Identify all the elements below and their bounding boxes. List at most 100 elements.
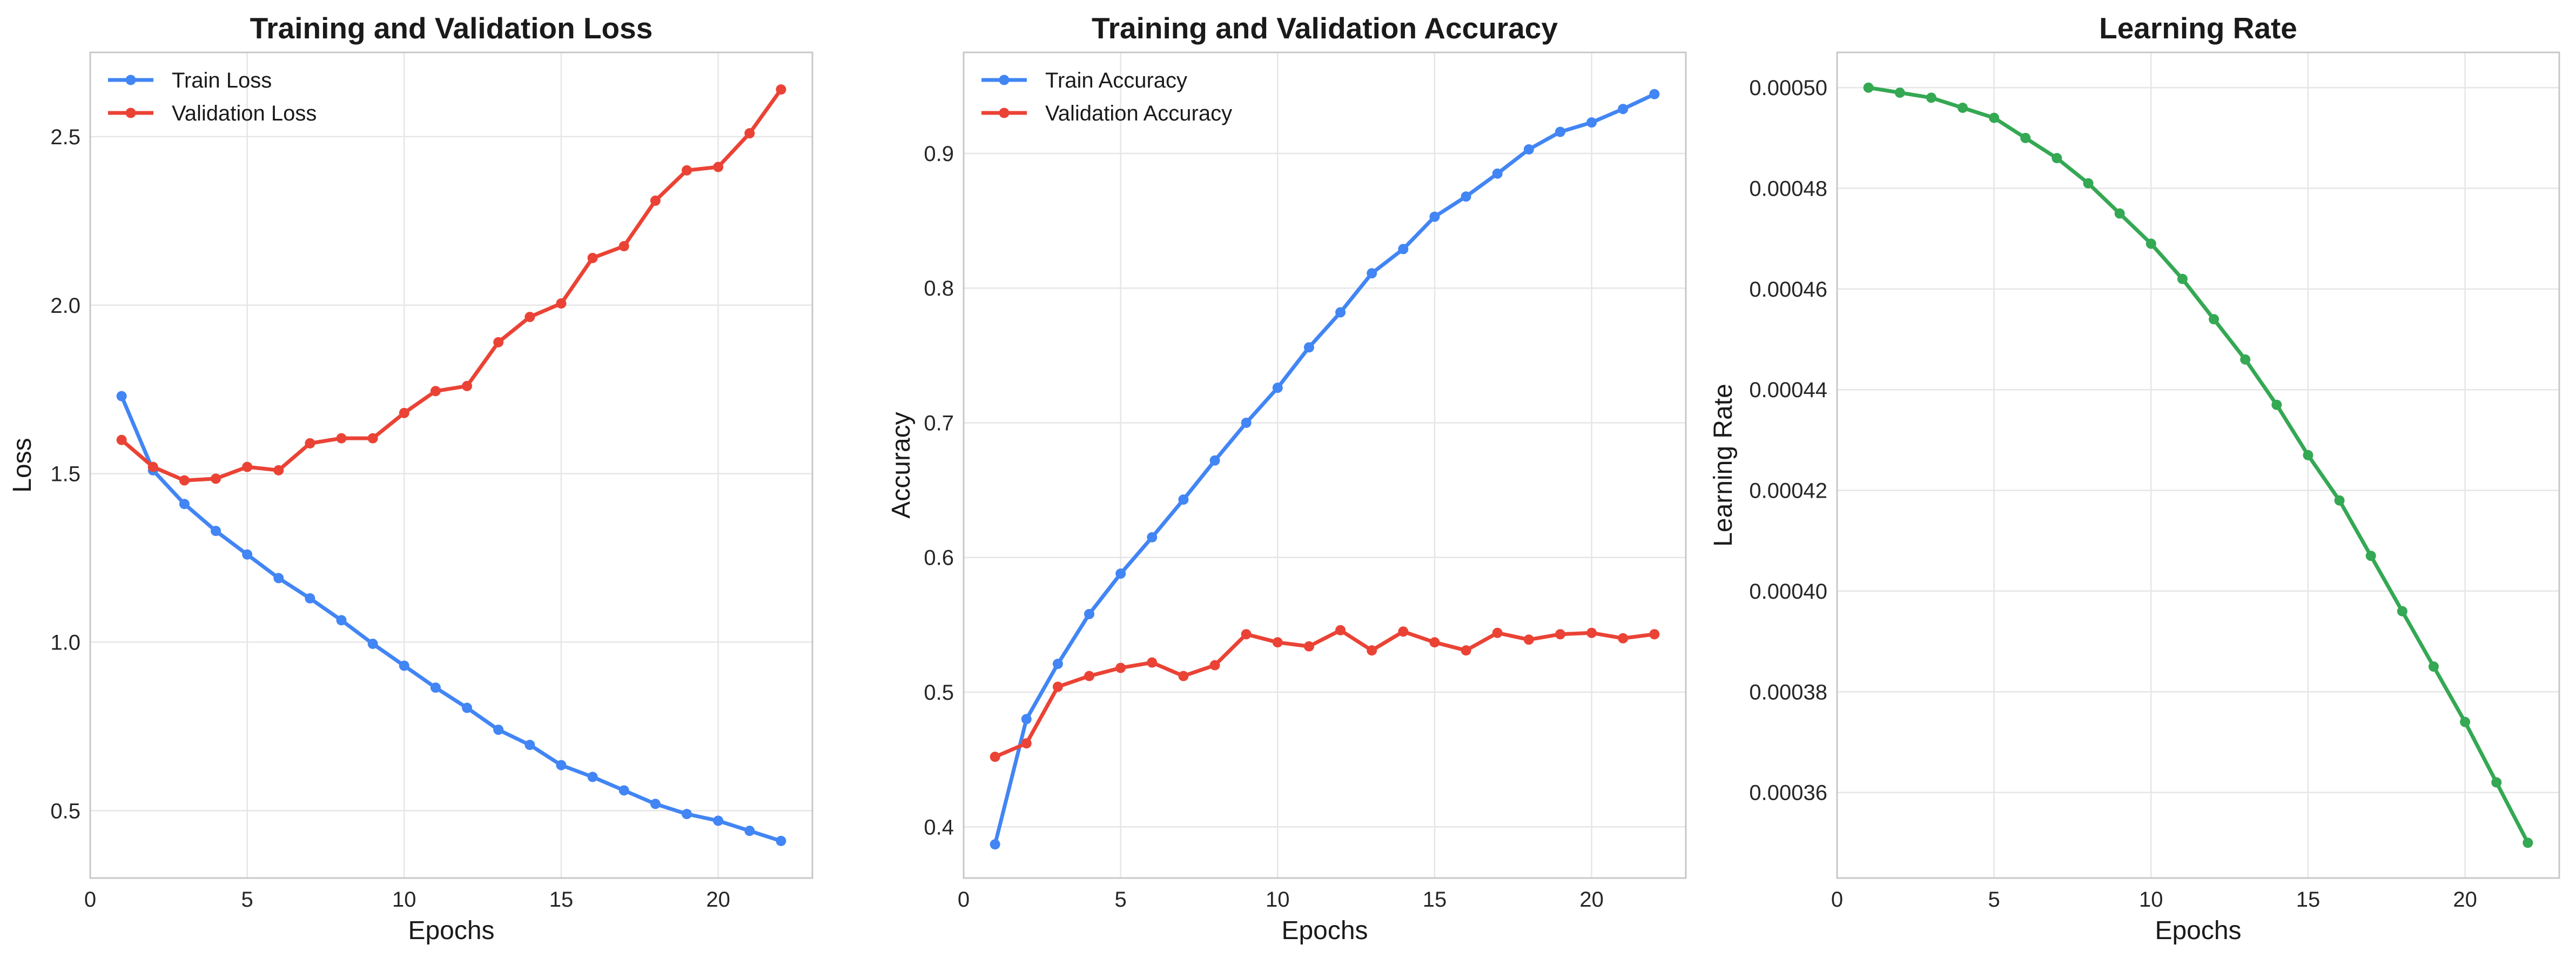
legend-entry-label: Train Loss	[172, 69, 272, 92]
data-point	[1429, 211, 1440, 222]
data-point	[650, 799, 661, 809]
data-point	[713, 815, 724, 826]
data-point	[1586, 117, 1597, 128]
accuracy-series-1	[990, 625, 1660, 762]
x-tick-label: 10	[392, 888, 416, 912]
data-point	[399, 660, 409, 671]
data-point	[1147, 532, 1158, 542]
loss-series-1	[116, 84, 786, 486]
data-point	[1586, 627, 1597, 638]
data-point	[179, 475, 190, 486]
x-tick-label: 15	[549, 888, 574, 912]
data-point	[1523, 634, 1534, 645]
data-point	[1115, 662, 1126, 673]
data-point	[179, 499, 190, 510]
data-point	[1894, 88, 1905, 98]
series-line	[119, 88, 783, 483]
data-point	[1461, 645, 1471, 656]
learning-rate-gridlines	[1836, 52, 2559, 878]
legend-swatch-marker	[999, 75, 1010, 85]
y-tick-label: 0.5	[924, 681, 954, 705]
accuracy-legend: Train Accuracy Validation Accuracy	[981, 69, 1232, 125]
accuracy-panel: 0 5 10 15 20 0.4 0.5 0.6 0.7 0.8 0.9 Training and V…	[887, 11, 1687, 945]
loss-plot-frame	[89, 51, 813, 879]
y-tick-label: 0.6	[924, 546, 954, 570]
data-point	[2145, 238, 2156, 249]
data-point	[211, 473, 221, 484]
x-tick-label: 10	[2139, 888, 2163, 912]
data-point	[776, 84, 786, 95]
data-point	[1303, 342, 1314, 353]
x-tick-label: 5	[1988, 888, 2000, 912]
y-tick-label: 0.8	[924, 277, 954, 300]
data-point	[2365, 551, 2376, 561]
data-point	[2397, 606, 2407, 617]
data-point	[650, 195, 661, 206]
legend-entry-label: Validation Loss	[172, 102, 317, 125]
data-point	[462, 380, 473, 391]
data-point	[587, 252, 598, 263]
data-point	[1367, 268, 1377, 279]
data-point	[493, 725, 504, 735]
data-point	[1492, 168, 1503, 179]
data-point	[1649, 629, 1660, 640]
accuracy-gridlines	[963, 52, 1686, 878]
data-point	[367, 639, 378, 649]
legend-swatch-marker	[999, 108, 1010, 118]
y-tick-label: 0.7	[924, 411, 954, 435]
learning-rate-y-axis-label: Learning Rate	[1709, 384, 1738, 547]
data-point	[2052, 153, 2062, 164]
legend-entry-label: Validation Accuracy	[1045, 102, 1232, 125]
data-point	[1272, 637, 1283, 648]
data-point	[1649, 89, 1660, 99]
accuracy-y-axis-label: Accuracy	[887, 412, 916, 518]
data-point	[367, 433, 378, 444]
y-tick-label: 0.9	[924, 142, 954, 166]
data-point	[556, 760, 567, 771]
x-tick-label: 0	[1831, 888, 1843, 912]
data-point	[1084, 608, 1095, 619]
x-tick-label: 20	[2453, 888, 2477, 912]
y-tick-label: 0.00048	[1749, 177, 1827, 201]
accuracy-series-0	[990, 89, 1660, 850]
data-point	[1863, 82, 1874, 93]
data-point	[305, 438, 315, 448]
data-point	[2240, 354, 2251, 365]
data-point	[1555, 126, 1565, 137]
data-point	[556, 298, 567, 309]
data-point	[399, 407, 409, 418]
data-point	[242, 549, 253, 560]
data-point	[618, 785, 629, 796]
data-point	[1241, 417, 1252, 428]
learning-rate-title: Learning Rate	[2099, 11, 2297, 45]
data-point	[713, 162, 724, 172]
data-point	[1523, 144, 1534, 155]
data-point	[2303, 450, 2313, 460]
data-point	[524, 740, 535, 751]
y-tick-label: 0.00038	[1749, 680, 1827, 704]
accuracy-plot-frame	[963, 51, 1687, 879]
x-tick-label: 15	[1423, 888, 1447, 912]
y-tick-label: 0.00042	[1749, 479, 1827, 503]
data-point	[147, 461, 158, 472]
data-point	[1021, 738, 1032, 749]
accuracy-x-axis-label: Epochs	[1281, 916, 1368, 945]
x-tick-label: 20	[1579, 888, 1604, 912]
series-line	[1866, 85, 2530, 845]
data-point	[1398, 626, 1409, 637]
data-point	[1241, 629, 1252, 640]
data-point	[1555, 629, 1565, 640]
data-point	[1989, 112, 2000, 123]
legend-entry-label: Train Accuracy	[1045, 69, 1187, 92]
learning-rate-x-axis-label: Epochs	[2155, 916, 2241, 945]
y-tick-label: 0.00046	[1749, 278, 1827, 302]
x-tick-label: 0	[84, 888, 96, 912]
y-tick-label: 0.00036	[1749, 781, 1827, 805]
data-point	[1958, 102, 1968, 113]
data-point	[2491, 777, 2502, 788]
data-point	[1618, 104, 1629, 115]
y-tick-label: 1.0	[50, 631, 80, 654]
x-tick-label: 5	[241, 888, 253, 912]
